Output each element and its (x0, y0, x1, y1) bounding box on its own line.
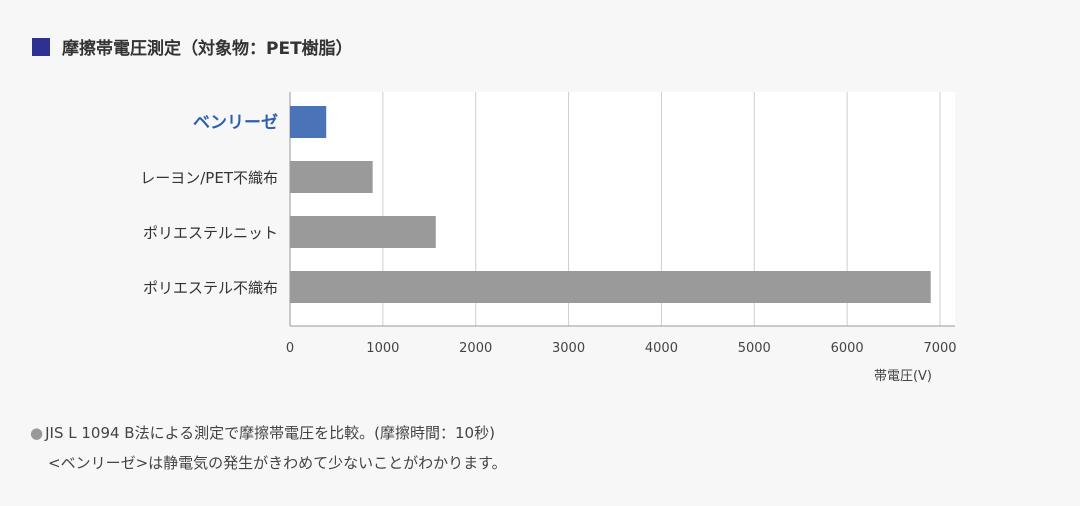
category-label: ベンリーゼ (193, 112, 278, 133)
x-tick-label: 2000 (459, 341, 492, 356)
category-label: ポリエステル不織布 (143, 279, 278, 297)
chart-title-text: 摩擦帯電圧測定（対象物：PET樹脂） (62, 39, 353, 59)
bar (290, 216, 436, 248)
bullet-icon: ● (30, 424, 44, 442)
chart-title: 摩擦帯電圧測定（対象物：PET樹脂） (32, 34, 353, 59)
bar (290, 161, 373, 193)
footnote-text-1: JIS L 1094 B法による測定で摩擦帯電圧を比較。(摩擦時間：10秒) (45, 424, 495, 442)
footnote: ● JIS L 1094 B法による測定で摩擦帯電圧を比較。(摩擦時間：10秒) … (30, 418, 507, 478)
footnote-line-2: <ベンリーゼ>は静電気の発生がきわめて少ないことがわかります。 (48, 454, 507, 472)
x-tick-label: 6000 (831, 341, 864, 356)
category-label: レーヨン/PET不織布 (140, 169, 278, 187)
x-axis-label: 帯電圧(V) (874, 369, 932, 384)
bar (290, 106, 327, 138)
x-tick-label: 7000 (923, 341, 956, 356)
x-tick-label: 4000 (645, 341, 678, 356)
title-marker-icon (32, 37, 50, 56)
bar (290, 271, 931, 303)
bar-chart: 0 1000 2000 3000 4000 5000 6000 7000 帯電圧(V) ベンリーゼ… (140, 92, 957, 384)
footnote-line-1: ● JIS L 1094 B法による測定で摩擦帯電圧を比較。(摩擦時間：10秒) (30, 418, 507, 448)
x-tick-label: 5000 (738, 341, 771, 356)
x-tick-label: 0 (286, 341, 294, 356)
x-tick-label: 3000 (552, 341, 585, 356)
category-label: ポリエステルニット (143, 224, 278, 242)
x-tick-label: 1000 (366, 341, 399, 356)
